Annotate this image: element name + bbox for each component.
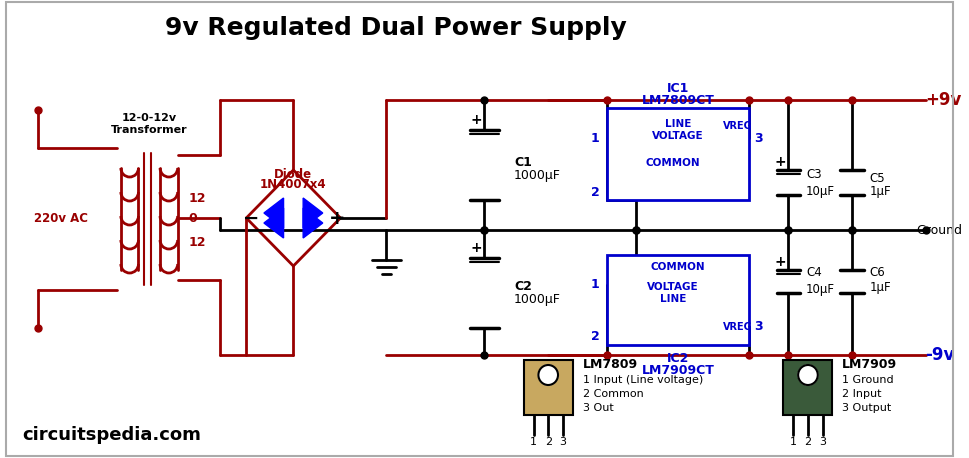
Bar [607,255,748,345]
Text: 1N4007x4: 1N4007x4 [260,179,327,191]
Text: LM7809CT: LM7809CT [641,93,714,107]
Text: 2: 2 [590,331,599,344]
Text: 1 Input (Line voltage): 1 Input (Line voltage) [582,375,703,385]
Text: 12-0-12v: 12-0-12v [121,113,176,123]
Circle shape [538,365,557,385]
Text: 2 Common: 2 Common [582,389,642,399]
Polygon shape [264,198,283,228]
Text: circuitspedia.com: circuitspedia.com [22,426,202,444]
Text: +: + [774,155,786,169]
Text: C2: C2 [514,280,531,294]
Text: 220v AC: 220v AC [34,212,88,224]
Text: IC1: IC1 [667,82,689,94]
Text: +9v: +9v [924,91,961,109]
Text: VOLTAGE
LINE: VOLTAGE LINE [646,282,699,304]
Text: C6: C6 [869,266,885,278]
Text: −: − [243,208,259,228]
Text: 3 Out: 3 Out [582,403,612,413]
Text: 9v Regulated Dual Power Supply: 9v Regulated Dual Power Supply [166,16,627,40]
Text: 1000μF: 1000μF [514,169,560,182]
Text: IC2: IC2 [667,353,689,365]
Text: 3: 3 [754,321,763,333]
Text: 1μF: 1μF [869,282,891,294]
Text: LM7909: LM7909 [841,359,896,371]
Bar [523,360,572,415]
Bar [783,360,831,415]
Text: 12: 12 [188,191,205,205]
Circle shape [797,365,817,385]
Text: 1: 1 [529,437,537,447]
Text: C3: C3 [805,169,821,181]
Text: COMMON: COMMON [645,158,700,168]
Text: C5: C5 [869,171,885,185]
Text: Ground: Ground [915,224,961,236]
Text: 0: 0 [188,212,197,224]
Text: COMMON: COMMON [650,262,704,272]
Text: 2: 2 [803,437,811,447]
Text: +: + [328,208,345,228]
Text: Transformer: Transformer [110,125,187,135]
Text: LINE
VOLTAGE: LINE VOLTAGE [651,119,703,141]
Text: 2 Input: 2 Input [841,389,881,399]
Text: 3: 3 [819,437,826,447]
Text: 3: 3 [559,437,566,447]
Text: 10μF: 10μF [805,185,834,198]
Text: 2: 2 [590,185,599,198]
Text: VREG: VREG [722,322,751,332]
Text: 1: 1 [590,278,599,291]
Text: C1: C1 [514,156,531,169]
Text: 1: 1 [789,437,796,447]
Text: LM7809: LM7809 [582,359,637,371]
Text: 1: 1 [590,131,599,145]
Text: C4: C4 [805,266,821,278]
Text: 1μF: 1μF [869,185,891,198]
Bar [607,108,748,200]
Text: Diode: Diode [274,169,312,181]
Text: VREG: VREG [722,121,751,131]
Text: 12: 12 [188,236,205,250]
Text: +: + [470,113,482,127]
Text: 1000μF: 1000μF [514,294,560,306]
Text: LM7909CT: LM7909CT [641,365,714,377]
Text: 3: 3 [754,131,763,145]
Polygon shape [303,208,323,238]
Polygon shape [303,198,323,228]
Text: 10μF: 10μF [805,284,834,296]
Text: -9v: -9v [924,346,954,364]
Polygon shape [264,208,283,238]
Text: +: + [774,255,786,269]
Text: 1 Ground: 1 Ground [841,375,893,385]
Text: +: + [470,241,482,255]
Text: 2: 2 [544,437,551,447]
Text: 3 Output: 3 Output [841,403,891,413]
